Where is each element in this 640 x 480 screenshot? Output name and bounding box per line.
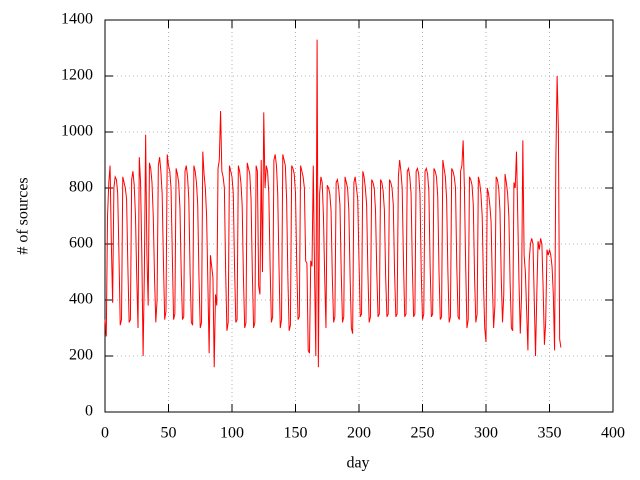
y-tick-label: 1200: [61, 67, 93, 84]
y-tick-label: 400: [69, 291, 93, 308]
y-tick-label: 800: [69, 179, 93, 196]
x-tick-label: 0: [101, 425, 109, 442]
y-tick-label: 1400: [61, 11, 93, 28]
x-tick-label: 300: [474, 425, 498, 442]
x-axis-label: day: [346, 455, 369, 472]
y-tick-label: 600: [69, 235, 93, 252]
y-tick-label: 0: [85, 403, 93, 420]
y-tick-label: 1000: [61, 123, 93, 140]
y-axis-label: # of sources: [15, 177, 32, 254]
x-tick-label: 200: [347, 425, 371, 442]
x-tick-label: 50: [161, 425, 177, 442]
x-tick-label: 350: [538, 425, 562, 442]
y-tick-label: 200: [69, 347, 93, 364]
plot-border: [104, 19, 614, 413]
x-tick-label: 100: [220, 425, 244, 442]
data-line: [104, 39, 562, 368]
x-tick-label: 150: [284, 425, 308, 442]
x-tick-label: 400: [601, 425, 625, 442]
x-tick-label: 250: [411, 425, 435, 442]
